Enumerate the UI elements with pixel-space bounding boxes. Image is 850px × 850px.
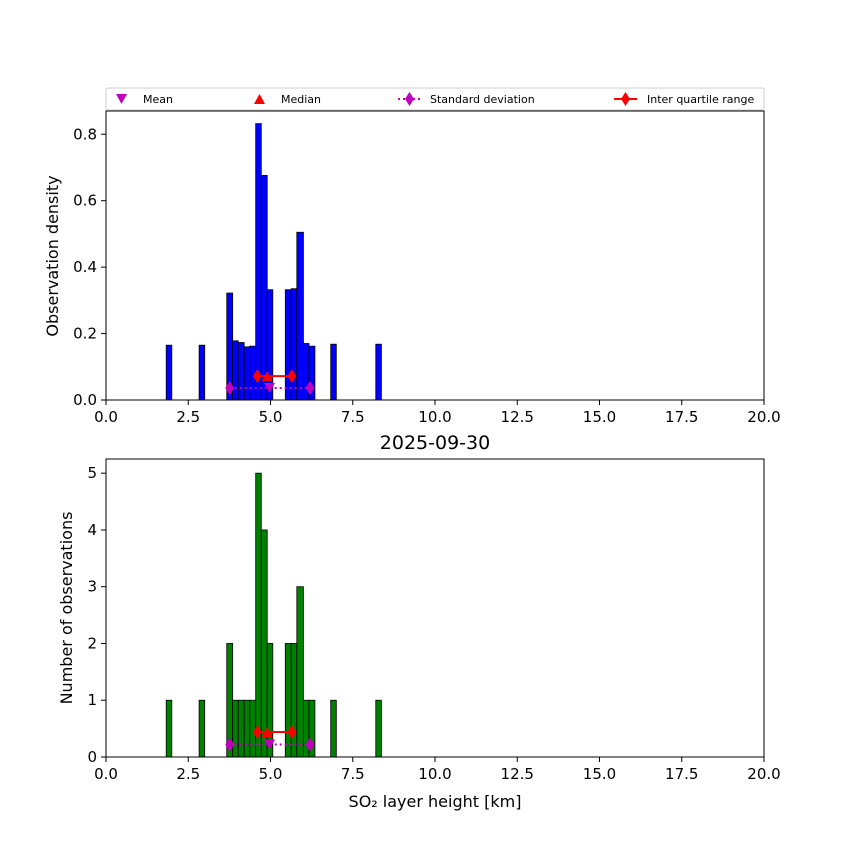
- bottom-bar-7: [255, 472, 262, 758]
- top-bar-11: [290, 288, 298, 401]
- bottom-x-tick-label: 2.5: [176, 765, 200, 783]
- top-bar-1: [198, 344, 206, 401]
- legend-item-mean: Mean: [116, 93, 173, 106]
- bottom-x-tick-label: 20.0: [747, 765, 780, 783]
- bottom-std-diamond: [305, 737, 315, 752]
- bottom-y-axis-label: Number of observations: [57, 512, 76, 705]
- top-mean-marker: [264, 383, 276, 394]
- top-std-diamond: [305, 381, 315, 396]
- top-x-tick-label: 20.0: [747, 408, 780, 426]
- bottom-bar-10: [284, 643, 292, 758]
- bottom-x-tick-label: 17.5: [665, 765, 698, 783]
- top-x-tick-label: 12.5: [501, 408, 534, 426]
- legend-label-iqr: Inter quartile range: [647, 93, 754, 106]
- top-bar-16: [375, 343, 382, 401]
- bottom-bar-16: [375, 699, 382, 758]
- bottom-x-tick-label: 5.0: [259, 765, 283, 783]
- bottom-y-tick-label: 5: [87, 464, 97, 482]
- bottom-x-tick-label: 10.0: [418, 765, 451, 783]
- legend: Mean Median Standard deviation Inter qua…: [105, 87, 765, 111]
- top-y-tick-label: 0.8: [73, 125, 97, 143]
- top-y-tick-label: 0.6: [73, 192, 97, 210]
- top-bar-8: [260, 175, 268, 401]
- bottom-bar-0: [165, 699, 173, 758]
- bottom-iqr-diamond: [287, 725, 297, 740]
- bottom-y-tick-label: 2: [87, 634, 97, 652]
- count-histogram-panel: 2025-09-30 Number of observations SO₂ la…: [57, 432, 781, 811]
- top-y-tick-label: 0.0: [73, 391, 97, 409]
- top-bar-5: [243, 346, 251, 401]
- median-marker-icon: [254, 94, 265, 104]
- top-y-tick-label: 0.2: [73, 325, 97, 343]
- bottom-chart-title: 2025-09-30: [380, 432, 490, 454]
- top-y-axis-label: Observation density: [43, 175, 62, 336]
- density-histogram-panel: Observation density 0.0 2.5 5.0 7.5 10.0 12.5…: [43, 110, 781, 426]
- top-x-tick-label: 2.5: [176, 408, 200, 426]
- bottom-x-tick-label: 15.0: [583, 765, 616, 783]
- bottom-bar-12: [296, 586, 304, 758]
- legend-item-std: Standard deviation: [398, 92, 535, 106]
- top-bar-7: [255, 123, 262, 401]
- bottom-x-tick-label: 0.0: [94, 765, 118, 783]
- bottom-bar-15: [330, 699, 337, 758]
- top-median-marker: [261, 371, 273, 382]
- top-std-diamond: [225, 381, 235, 396]
- top-bar-12: [296, 231, 304, 401]
- legend-label-mean: Mean: [143, 93, 173, 106]
- mean-marker-icon: [116, 94, 127, 104]
- top-iqr-diamond: [252, 369, 262, 384]
- bottom-median-marker: [261, 727, 273, 738]
- legend-label-median: Median: [281, 93, 321, 106]
- legend-label-std: Standard deviation: [430, 93, 535, 106]
- bottom-x-axis-label: SO₂ layer height [km]: [349, 792, 522, 811]
- bottom-y-tick-label: 1: [87, 691, 97, 709]
- top-x-tick-label: 15.0: [583, 408, 616, 426]
- top-x-tick-label: 5.0: [259, 408, 283, 426]
- bottom-bar-4: [237, 699, 245, 758]
- bottom-x-tick-label: 7.5: [341, 765, 365, 783]
- top-x-tick-label: 17.5: [665, 408, 698, 426]
- bottom-bar-8: [260, 529, 268, 758]
- bottom-bar-6: [249, 699, 257, 758]
- bottom-bar-5: [243, 699, 251, 758]
- top-x-tick-label: 7.5: [341, 408, 365, 426]
- legend-frame: [105, 87, 765, 111]
- bottom-bar-3: [232, 699, 239, 758]
- bottom-mean-marker: [264, 739, 276, 750]
- top-iqr-diamond: [287, 369, 297, 384]
- top-bar-15: [330, 343, 337, 401]
- std-marker-icon: [405, 92, 414, 106]
- bottom-bar-11: [290, 643, 298, 758]
- top-bar-10: [284, 289, 292, 401]
- bottom-y-tick-label: 3: [87, 578, 97, 596]
- legend-item-median: Median: [254, 93, 321, 106]
- bottom-y-tick-label: 0: [87, 748, 97, 766]
- top-bar-4: [237, 342, 245, 401]
- bottom-y-tick-label: 4: [87, 521, 97, 539]
- top-bar-3: [232, 340, 239, 401]
- bottom-x-tick-label: 12.5: [501, 765, 534, 783]
- bottom-iqr-diamond: [252, 725, 262, 740]
- top-x-tick-label: 10.0: [418, 408, 451, 426]
- bottom-bar-1: [198, 699, 206, 758]
- top-x-tick-label: 0.0: [94, 408, 118, 426]
- iqr-marker-icon: [621, 92, 630, 106]
- legend-item-iqr: Inter quartile range: [614, 92, 754, 106]
- bottom-std-diamond: [225, 737, 235, 752]
- top-y-tick-label: 0.4: [73, 258, 97, 276]
- top-bar-0: [165, 344, 173, 401]
